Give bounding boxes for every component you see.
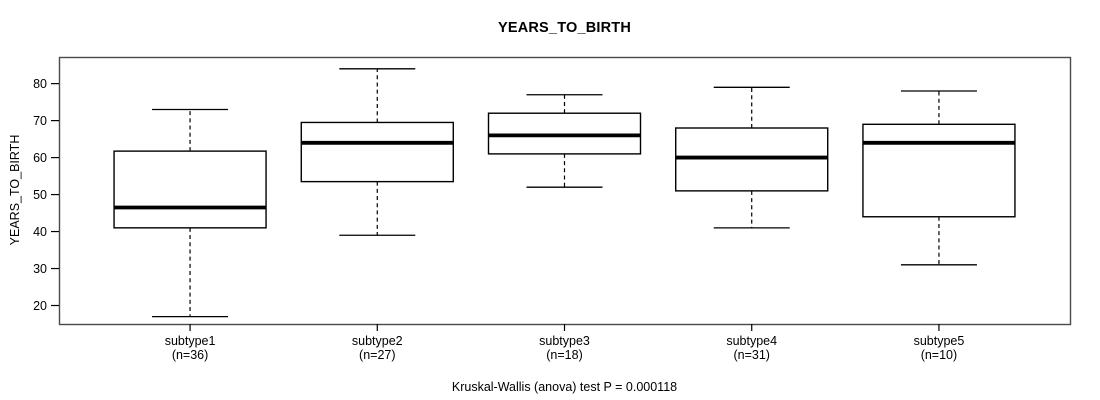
category-label: subtype4 <box>726 334 777 348</box>
box-group-subtype1: subtype1(n=36) <box>113 108 267 362</box>
box-group-subtype4: subtype4(n=31) <box>675 86 829 362</box>
category-label: subtype3 <box>539 334 590 348</box>
box-iqr-rect <box>300 121 454 183</box>
box-group-subtype3: subtype3(n=18) <box>487 94 642 362</box>
box-iqr-rect <box>113 150 267 229</box>
y-tick-label: 40 <box>33 225 47 239</box>
category-label: subtype2 <box>352 334 403 348</box>
category-label: subtype1 <box>165 334 216 348</box>
stat-test-caption: Kruskal-Wallis (anova) test P = 0.000118 <box>451 380 678 394</box>
y-tick-label: 80 <box>33 77 47 91</box>
y-tick-label: 30 <box>33 262 47 276</box>
chart-title: YEARS_TO_BIRTH <box>497 20 632 36</box>
sample-size-label: (n=10) <box>921 348 957 362</box>
category-label: subtype5 <box>914 334 965 348</box>
sample-size-label: (n=18) <box>546 348 582 362</box>
sample-size-label: (n=27) <box>359 348 395 362</box>
box-iqr-rect <box>862 123 1016 218</box>
sample-size-label: (n=31) <box>733 348 769 362</box>
y-tick-label: 70 <box>33 114 47 128</box>
box-group-subtype5: subtype5(n=10) <box>862 90 1016 362</box>
y-tick-label: 20 <box>33 299 47 313</box>
y-tick-label: 60 <box>33 151 47 165</box>
y-tick-label: 50 <box>33 188 47 202</box>
sample-size-label: (n=36) <box>172 348 208 362</box>
box-group-subtype2: subtype2(n=27) <box>300 68 454 362</box>
